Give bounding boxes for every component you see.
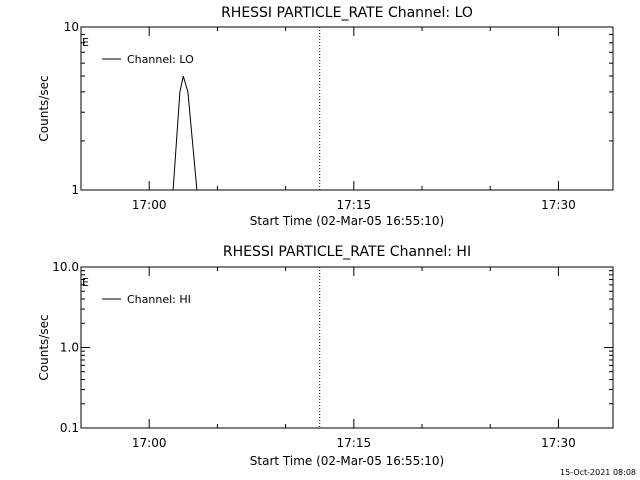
x-tick-label: 17:00 [132,198,167,212]
legend-entry-label: Channel: HI [127,293,191,306]
x-tick-label: 17:30 [541,436,576,450]
x-tick-label: 17:15 [337,436,372,450]
chart-hi-channel: RHESSI PARTICLE_RATE Channel: HI Counts/s… [37,244,614,468]
y-tick-label: 0.1 [60,421,79,435]
y-axis-label: Counts/sec [37,314,51,380]
x-tick-label: 17:00 [132,436,167,450]
series-line-segment [172,75,198,191]
x-tick-label: 17:15 [337,198,372,212]
x-tick-label: 17:30 [541,198,576,212]
chart-title: RHESSI PARTICLE_RATE Channel: HI [223,244,471,260]
edge-marker-label: E [82,276,89,289]
x-axis-label: Start Time (02-Mar-05 16:55:10) [250,454,444,468]
y-tick-label: 1.0 [60,341,79,355]
plot-frame [80,266,614,429]
y-tick-label: 1 [71,183,79,197]
edge-marker-label: E [82,36,89,49]
y-tick-label: 10.0 [52,260,79,274]
footer-timestamp: 15-Oct-2021 08:08 [560,468,636,477]
chart-title: RHESSI PARTICLE_RATE Channel: LO [221,5,473,21]
x-axis-label: Start Time (02-Mar-05 16:55:10) [250,214,444,228]
legend-entry-label: Channel: LO [127,53,194,66]
plot-frame [80,26,614,191]
chart-lo-channel: RHESSI PARTICLE_RATE Channel: LO Counts/s… [37,5,614,228]
y-axis-label: Counts/sec [37,75,51,141]
y-tick-label: 10 [64,20,79,34]
